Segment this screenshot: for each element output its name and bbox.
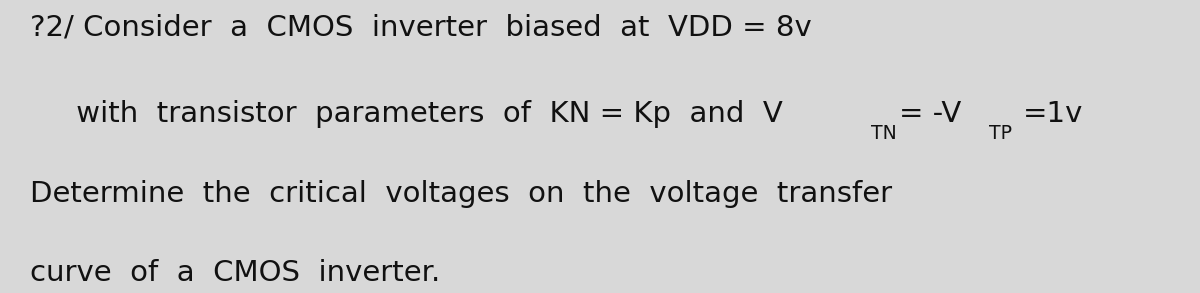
Text: with  transistor  parameters  of  KN = Kp  and  V: with transistor parameters of KN = Kp an… [30, 100, 782, 127]
Text: TN: TN [871, 124, 896, 143]
Text: TP: TP [989, 124, 1012, 143]
Text: = -V: = -V [899, 100, 961, 127]
Text: Determine  the  critical  voltages  on  the  voltage  transfer: Determine the critical voltages on the v… [30, 180, 892, 208]
Text: ?2/ Consider  a  CMOS  inverter  biased  at  VDD = 8v: ?2/ Consider a CMOS inverter biased at V… [30, 13, 811, 41]
Text: =1v: =1v [1022, 100, 1082, 127]
Text: curve  of  a  CMOS  inverter.: curve of a CMOS inverter. [30, 259, 440, 287]
